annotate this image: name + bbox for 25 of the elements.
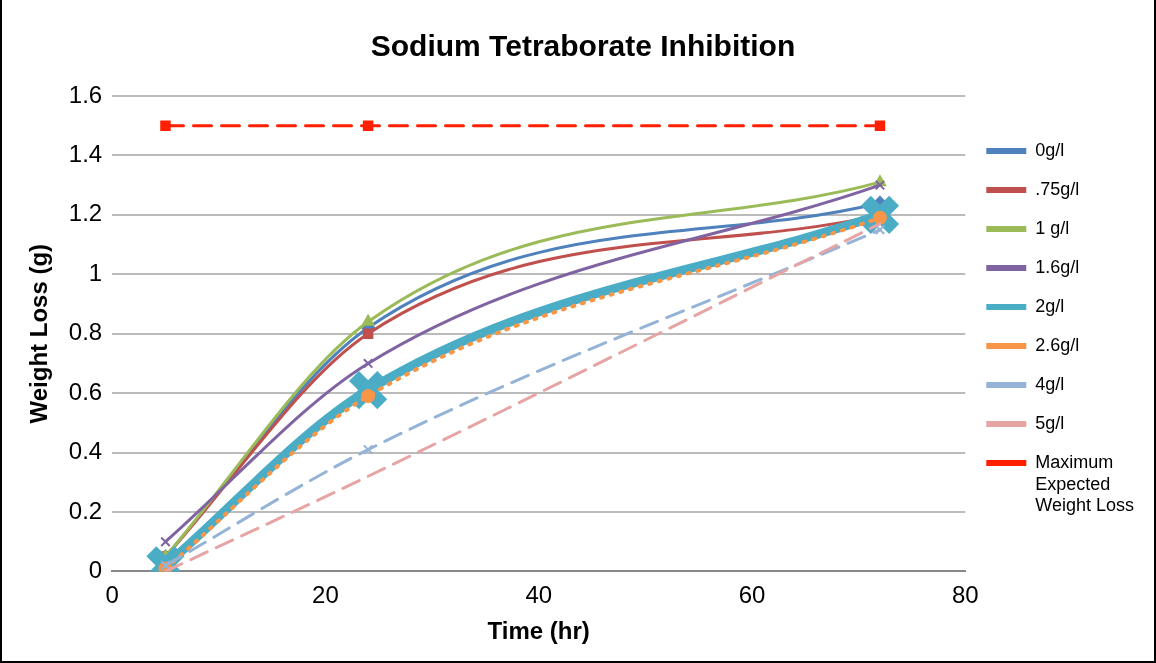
y-tick-label: 0.2	[68, 496, 103, 524]
legend-label: 2g/l	[1035, 296, 1065, 317]
legend-label: 1 g/l	[1035, 218, 1070, 239]
legend-label: 5g/l	[1035, 413, 1065, 434]
y-tick-label: 1.2	[68, 199, 103, 227]
x-tick-label: 20	[312, 581, 339, 609]
legend-label: 0g/l	[1035, 140, 1065, 161]
y-tick-label: 0.6	[68, 377, 103, 405]
y-tick-label: 0.8	[68, 318, 103, 346]
legend-label: .75g/l	[1035, 179, 1080, 200]
legend-label: Maximum Expected Weight Loss	[1035, 452, 1134, 516]
chart-title: Sodium Tetraborate Inhibition	[370, 29, 796, 63]
y-tick-label: 1.4	[68, 140, 103, 168]
x-tick-label: 80	[951, 581, 979, 609]
legend-label: 1.6g/l	[1035, 257, 1080, 278]
legend-label: 4g/l	[1035, 374, 1065, 395]
x-axis-title: Time (hr)	[487, 617, 590, 645]
y-tick-label: 1	[88, 258, 103, 286]
y-axis-title: Weight Loss (g)	[25, 243, 53, 424]
x-tick-label: 40	[525, 581, 553, 609]
y-tick-label: 0.4	[68, 437, 103, 465]
y-tick-label: 1.6	[68, 80, 103, 108]
x-tick-label: 60	[738, 581, 766, 609]
y-tick-label: 0	[88, 556, 103, 584]
legend-label: 2.6g/l	[1035, 335, 1080, 356]
